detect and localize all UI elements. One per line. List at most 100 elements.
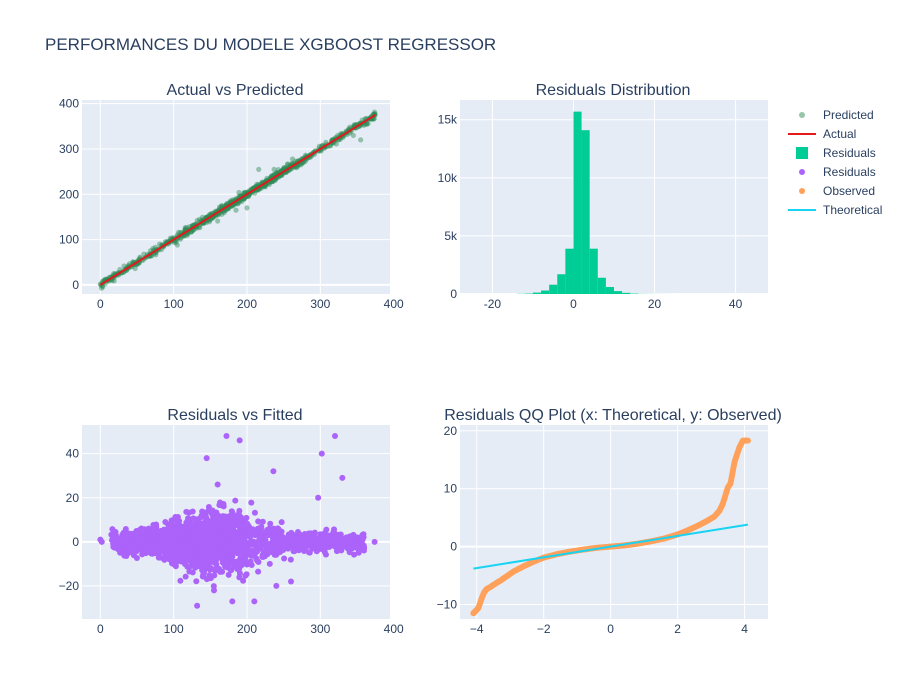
residual-point — [182, 528, 189, 535]
x-tick-label: 300 — [310, 297, 330, 311]
residual-point — [291, 548, 298, 555]
residual-point — [251, 598, 258, 605]
residual-point — [295, 543, 302, 550]
residual-point — [280, 546, 287, 553]
residual-point — [247, 558, 254, 565]
plot-marks — [97, 433, 378, 609]
legend-item[interactable]: Theoretical — [788, 203, 882, 217]
residual-point — [304, 531, 311, 538]
residual-point — [283, 538, 290, 545]
predicted-point — [236, 189, 242, 196]
residual-point — [184, 556, 191, 563]
x-tick-label: 100 — [164, 297, 184, 311]
residual-point — [162, 519, 169, 526]
residual-point — [201, 545, 208, 552]
predicted-point — [175, 229, 182, 235]
histogram-bar — [549, 284, 558, 294]
residual-point — [193, 578, 200, 585]
legend-label: Residuals — [823, 165, 876, 179]
residual-point — [119, 531, 126, 538]
predicted-point — [294, 164, 300, 171]
residual-point — [222, 513, 229, 520]
residual-point — [234, 566, 241, 573]
residual-point — [237, 551, 244, 558]
residual-point — [169, 545, 176, 552]
y-tick-label: 20 — [444, 424, 458, 438]
residual-point — [244, 521, 251, 528]
residual-point — [318, 450, 325, 457]
predicted-point — [221, 210, 227, 216]
residual-point — [275, 549, 282, 556]
theoretical-line — [473, 523, 749, 570]
residual-point — [267, 540, 274, 547]
residual-point — [315, 494, 322, 501]
legend[interactable]: Predicted Actual Residuals Residuals Observe… — [788, 108, 882, 217]
predicted-point — [215, 218, 221, 224]
residual-point — [134, 534, 141, 541]
predicted-point — [272, 177, 278, 183]
predicted-point — [182, 224, 188, 231]
residual-point — [259, 518, 266, 525]
subplot-residuals-vs-fitted: 0 100 200 300 400 −20 0 20 40 Residuals vs Fitted — [59, 407, 404, 636]
predicted-point — [235, 201, 241, 207]
legend-label: Theoretical — [823, 203, 882, 217]
residual-point — [122, 525, 129, 532]
residual-point — [371, 538, 378, 545]
residual-point — [355, 549, 362, 556]
residual-point — [252, 532, 259, 539]
residual-point — [177, 577, 184, 584]
residual-point — [182, 542, 189, 549]
residual-point — [229, 598, 236, 605]
x-tick-label: 40 — [729, 297, 743, 311]
predicted-point — [182, 226, 188, 232]
y-tick-label: 300 — [59, 142, 79, 156]
residual-point — [178, 531, 185, 538]
residual-point — [270, 468, 277, 475]
legend-item[interactable]: Actual — [788, 127, 856, 141]
residual-point — [189, 550, 196, 557]
residual-point — [218, 535, 225, 542]
y-tick-label: −10 — [437, 598, 458, 612]
residual-point — [131, 547, 138, 554]
legend-marker — [796, 147, 808, 159]
predicted-point — [298, 162, 304, 168]
legend-item[interactable]: Residuals — [796, 146, 876, 160]
residual-point — [336, 531, 343, 538]
x-tick-label: 0 — [97, 297, 104, 311]
residual-point — [191, 530, 198, 537]
residual-point — [209, 520, 216, 527]
legend-label: Residuals — [823, 146, 876, 160]
residual-point — [357, 540, 364, 547]
residual-point — [150, 521, 157, 528]
legend-item[interactable]: Predicted — [799, 108, 874, 122]
subplot-title: Actual vs Predicted — [167, 82, 304, 99]
residual-point — [195, 526, 202, 533]
residual-point — [203, 455, 210, 462]
y-tick-label: 200 — [59, 187, 79, 201]
residual-point — [262, 543, 269, 550]
residual-point — [361, 544, 368, 551]
histogram-bar — [605, 287, 614, 294]
residual-point — [230, 548, 237, 555]
predicted-point — [262, 184, 268, 190]
residual-point — [253, 555, 260, 562]
residual-point — [162, 538, 169, 545]
legend-item[interactable]: Residuals — [799, 165, 876, 179]
histogram-bar — [622, 292, 631, 294]
x-tick-label: 200 — [237, 297, 257, 311]
predicted-point — [264, 175, 270, 181]
residual-point — [199, 531, 206, 538]
residual-point — [351, 551, 358, 558]
residual-point — [174, 546, 181, 553]
residual-point — [255, 518, 262, 525]
predicted-point — [197, 225, 203, 231]
residual-point — [212, 552, 219, 559]
residual-point — [255, 542, 262, 549]
y-tick-label: 10 — [444, 482, 458, 496]
predicted-point — [219, 211, 225, 217]
residual-point — [134, 541, 141, 548]
x-tick-label: 20 — [648, 297, 662, 311]
legend-item[interactable]: Observed — [799, 184, 875, 198]
residual-point — [211, 532, 218, 539]
